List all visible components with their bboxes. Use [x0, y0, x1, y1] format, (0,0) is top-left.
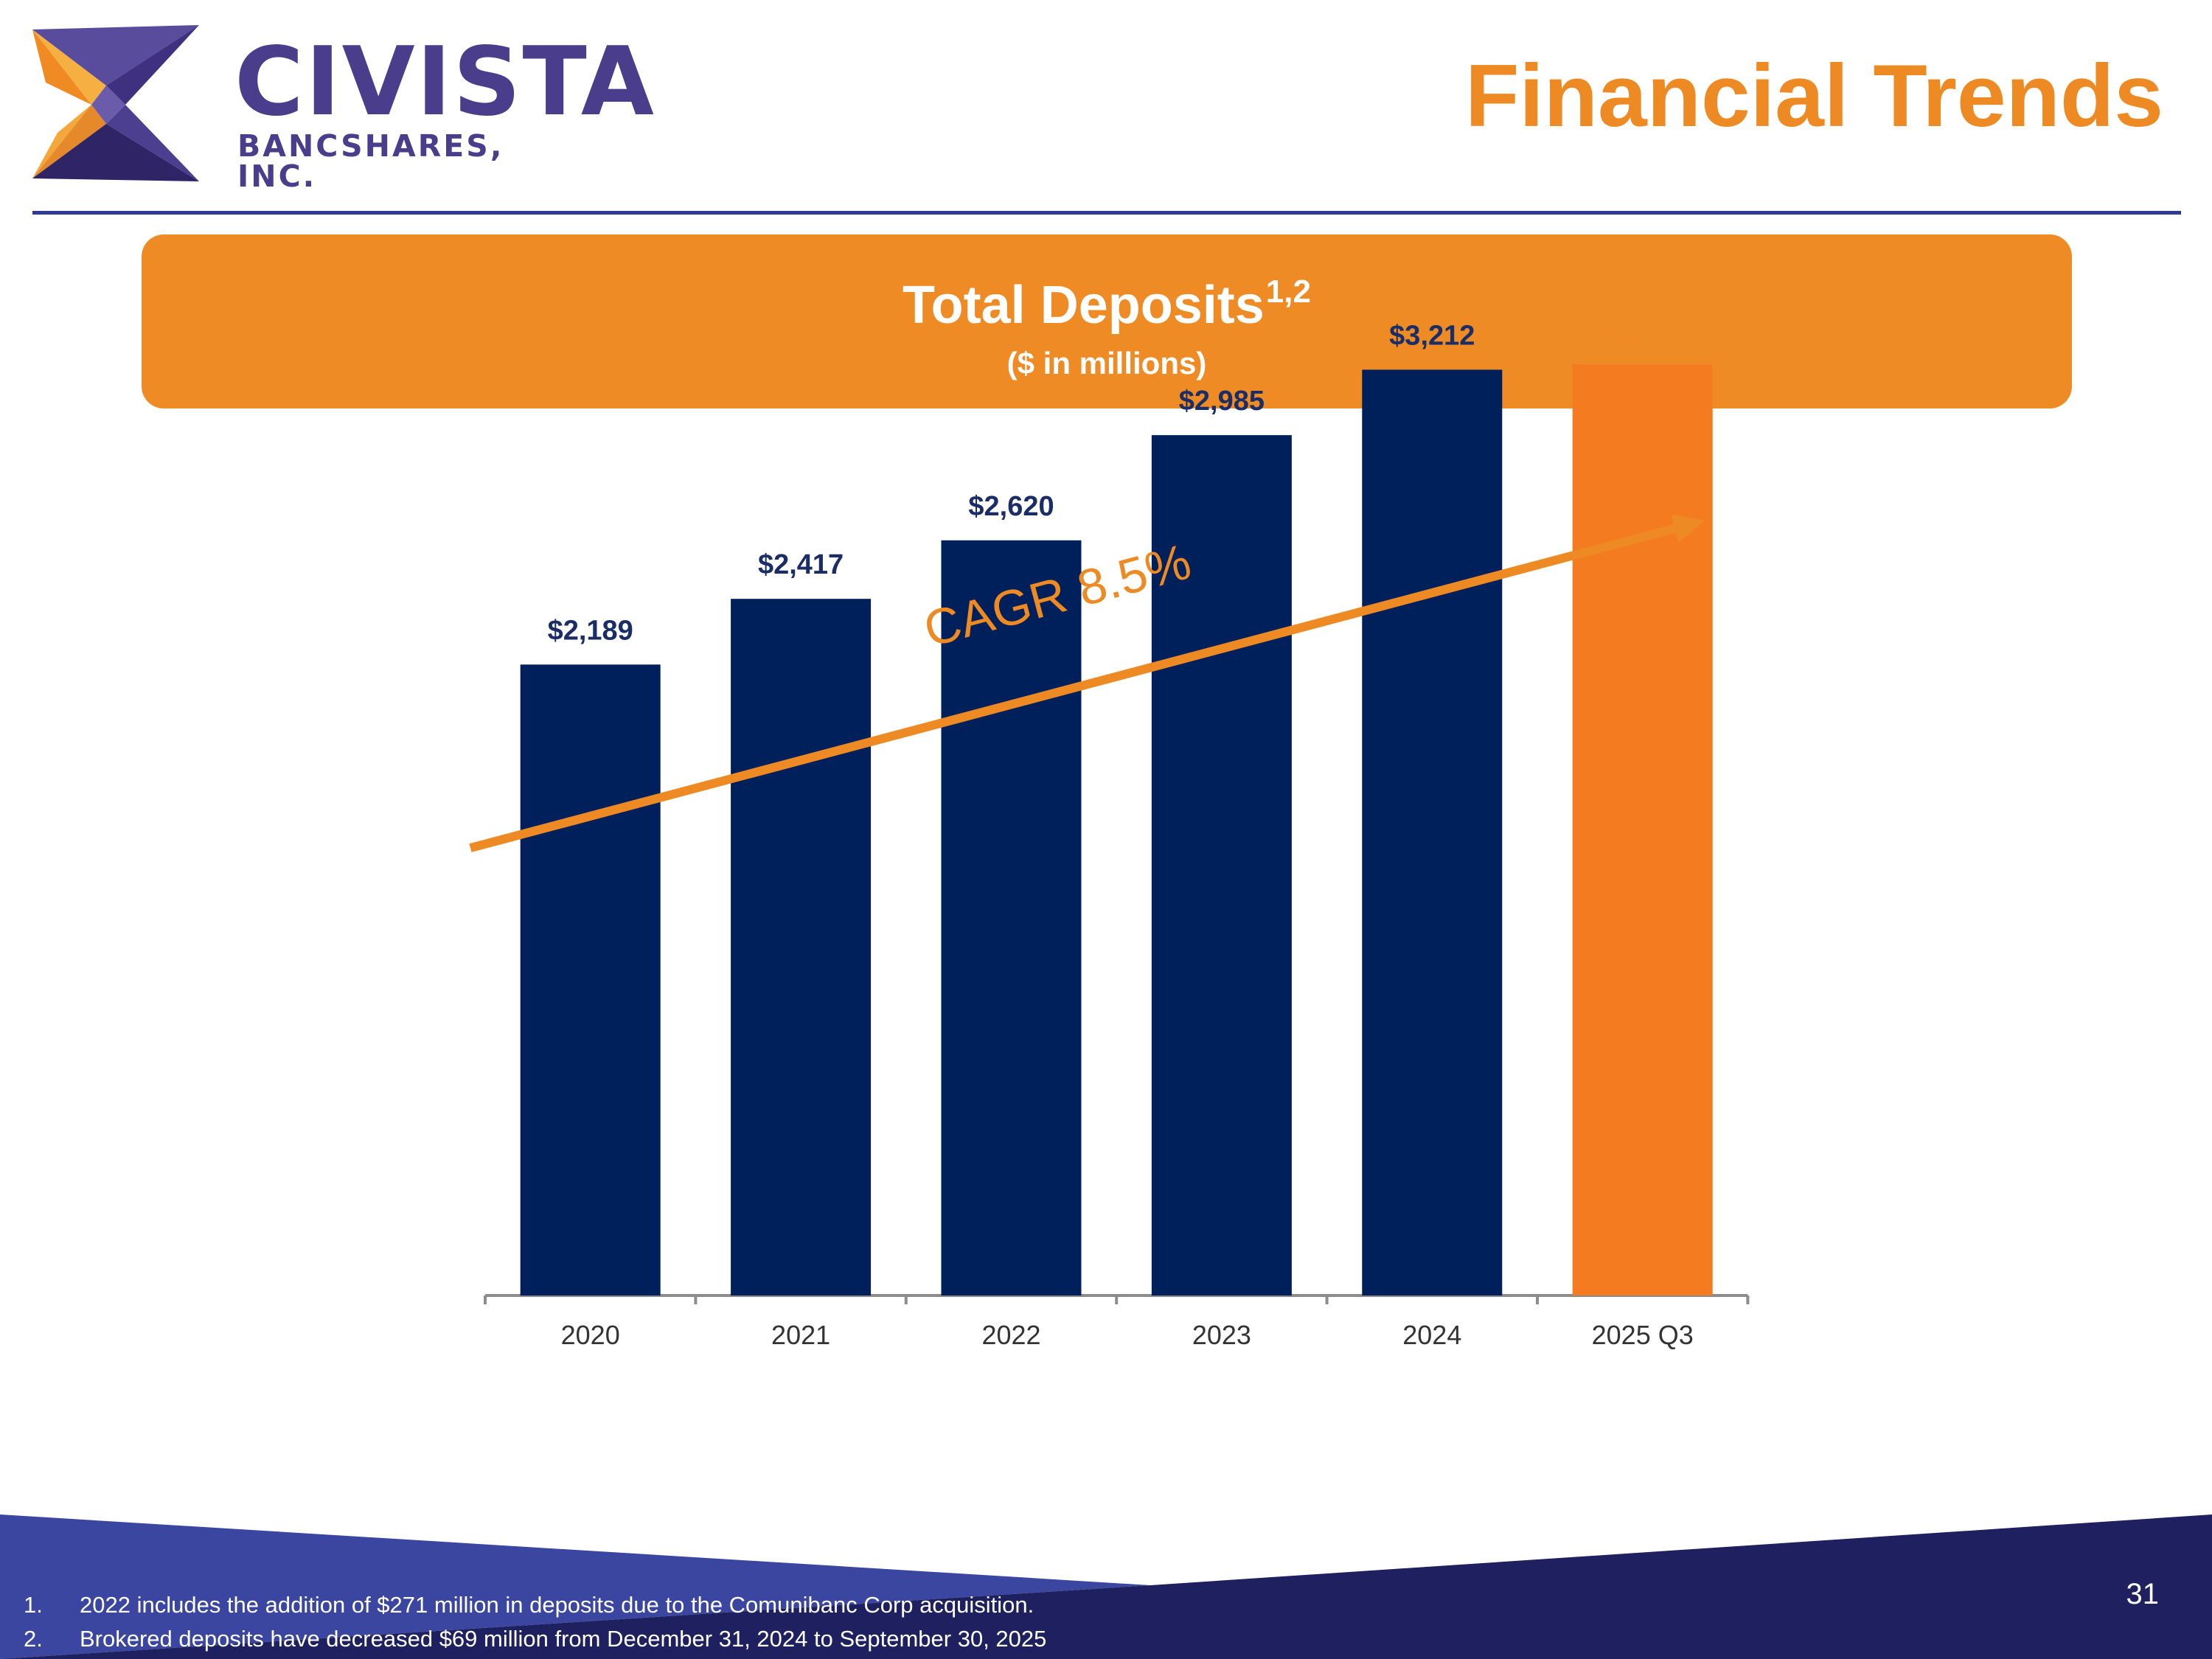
header-divider	[32, 211, 2181, 215]
deposits-bar-chart: $2,189 2020 $2,417 2021 $2,620 2022 $2,985 2023…	[469, 315, 1750, 1350]
data-label: $2,189	[548, 615, 633, 646]
page-title: Financial Trends	[1465, 46, 2163, 145]
footnote-2-number: 2.	[24, 1626, 43, 1652]
chart-title-text: Total Deposits	[902, 276, 1265, 335]
x-tick-label: 2025 Q3	[1592, 1320, 1694, 1350]
footer-dark-wedge	[0, 1514, 2212, 1659]
chart-title-banner: Total Deposits1,2 ($ in millions)	[142, 234, 2072, 408]
footnote-1-number: 1.	[24, 1592, 43, 1618]
company-logo: CIVISTA BANCSHARES, INC.	[29, 22, 654, 192]
footnote-1-text: 2022 includes the addition of $271 milli…	[80, 1592, 1034, 1618]
data-label: $3,212	[1389, 320, 1475, 351]
bar-2024	[1362, 369, 1503, 1295]
data-label: $2,417	[758, 549, 844, 580]
x-tick-label: 2023	[1192, 1320, 1251, 1350]
footnote-2: 2. Brokered deposits have decreased $69 m…	[24, 1622, 1046, 1656]
civista-star-icon	[32, 25, 199, 181]
cagr-trend-line	[469, 524, 1676, 852]
footer-band	[0, 1512, 2212, 1659]
data-label: $2,985	[1179, 386, 1265, 417]
footer-light-wedge	[0, 1514, 1150, 1659]
data-label: $2,620	[968, 491, 1054, 522]
footnote-2-text: Brokered deposits have decreased $69 mil…	[80, 1626, 1047, 1652]
x-tick-label: 2021	[771, 1320, 830, 1350]
cagr-arrowhead-icon	[1671, 514, 1705, 543]
x-tick-label: 2024	[1402, 1320, 1461, 1350]
bar-2020	[520, 664, 661, 1295]
chart-title: Total Deposits1,2	[142, 274, 2072, 335]
logo-wordmark: CIVISTA	[234, 27, 655, 137]
footnotes: 1. 2022 includes the addition of $271 mil…	[24, 1588, 1046, 1656]
chart-title-footnote-ref: 1,2	[1265, 274, 1311, 310]
logo-subtitle: BANCSHARES, INC.	[237, 128, 504, 194]
footnote-1: 1. 2022 includes the addition of $271 mil…	[24, 1588, 1046, 1622]
x-tick-label: 2022	[981, 1320, 1040, 1350]
bar-2022	[941, 540, 1082, 1296]
x-tick-label: 2020	[561, 1320, 620, 1350]
chart-subtitle: ($ in millions)	[1006, 346, 1207, 380]
data-label: $3,230	[1600, 315, 1686, 346]
page-number: 31	[2126, 1578, 2160, 1610]
bar-2023	[1151, 435, 1292, 1295]
bar-2021	[731, 599, 872, 1295]
bar-2025-q3	[1572, 364, 1713, 1295]
